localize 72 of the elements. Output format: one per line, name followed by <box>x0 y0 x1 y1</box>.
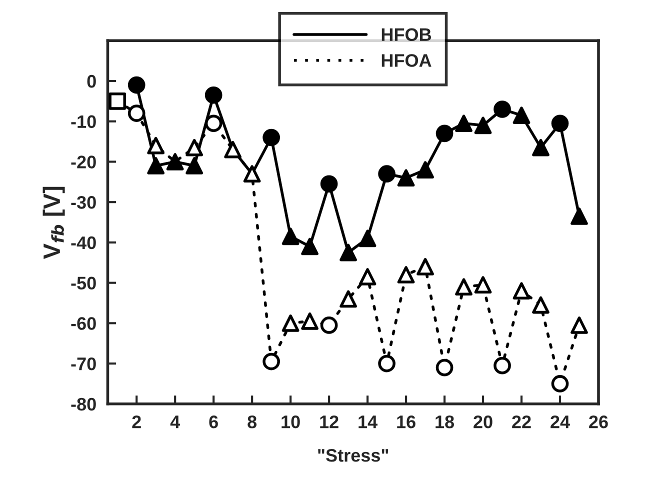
point <box>436 124 454 142</box>
point <box>455 278 472 296</box>
point <box>378 165 396 183</box>
point <box>397 266 415 284</box>
point <box>416 258 434 276</box>
point <box>166 153 184 170</box>
point <box>474 116 492 134</box>
x-tick-label: 12 <box>320 416 338 428</box>
x-tick-label: 2 <box>132 416 141 428</box>
x-tick-label: 20 <box>474 416 492 428</box>
x-tick-label: 22 <box>512 416 531 428</box>
point <box>320 316 338 334</box>
point <box>186 157 204 174</box>
point <box>416 161 434 178</box>
point <box>282 314 300 332</box>
point <box>262 128 280 146</box>
x-tick-label: 26 <box>589 416 608 428</box>
y-tick-label: -70 <box>71 357 96 370</box>
y-tick-label: -40 <box>71 236 96 250</box>
x-tick-label: 14 <box>358 416 378 428</box>
point <box>204 86 222 104</box>
point <box>532 296 550 314</box>
x-tick-label: 6 <box>209 416 218 428</box>
point <box>340 244 357 262</box>
y-tick-label: -10 <box>71 115 96 128</box>
point <box>320 175 338 193</box>
point <box>378 354 396 372</box>
point <box>512 106 530 124</box>
point <box>147 136 165 154</box>
point <box>340 290 357 308</box>
point <box>494 356 511 374</box>
point <box>512 282 530 300</box>
point <box>532 138 550 156</box>
point <box>282 228 300 246</box>
point <box>204 114 222 132</box>
x-tick-label: 4 <box>170 416 180 428</box>
point <box>494 100 511 118</box>
point <box>108 92 126 110</box>
point <box>570 208 588 225</box>
point <box>186 138 204 156</box>
point <box>224 140 242 158</box>
point <box>128 76 146 94</box>
point <box>358 230 376 248</box>
x-tick-label: 10 <box>282 416 300 428</box>
point <box>570 316 588 334</box>
y-tick-label: -60 <box>71 317 96 330</box>
point <box>436 358 454 376</box>
point <box>128 104 146 122</box>
x-tick-label: 8 <box>248 416 257 428</box>
point <box>455 114 472 132</box>
x-tick-label: 24 <box>550 416 570 428</box>
point <box>397 169 415 187</box>
y-axis-title: V$_{fb}$ [V] <box>42 186 65 260</box>
point <box>301 238 318 256</box>
point <box>262 352 280 370</box>
point <box>301 312 318 330</box>
y-tick-label: -20 <box>71 156 96 168</box>
y-tick-label: -80 <box>71 398 96 411</box>
y-tick-label: -30 <box>71 196 96 209</box>
legend-label: HFOB <box>382 28 432 42</box>
point <box>358 268 376 286</box>
legend-label: HFOA <box>382 54 432 67</box>
point <box>474 276 492 294</box>
point <box>551 114 569 132</box>
y-tick-label: -50 <box>71 276 96 290</box>
y-tick-label: 0 <box>87 74 96 88</box>
point <box>243 165 261 183</box>
x-tick-label: 18 <box>436 416 454 428</box>
x-axis-title: "Stress" <box>318 448 388 462</box>
point <box>551 375 569 392</box>
x-tick-label: 16 <box>397 416 416 428</box>
point <box>147 157 165 174</box>
